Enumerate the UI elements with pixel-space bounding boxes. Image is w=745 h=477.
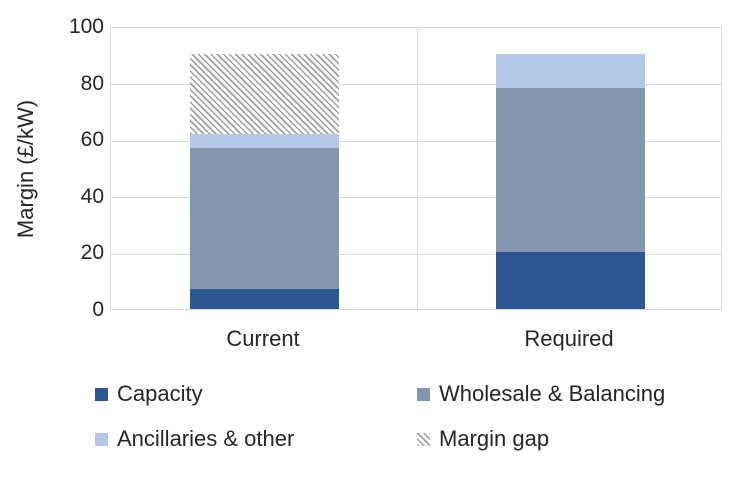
gridline-category-divider <box>416 28 418 309</box>
bar-segment-required-ancillaries-other <box>495 54 645 89</box>
bar-segment-current-ancillaries-other <box>189 133 339 148</box>
legend-item-margin-gap: Margin gap <box>417 426 665 452</box>
y-tick-label-20: 20 <box>80 241 104 265</box>
legend-label-wholesale-balancing: Wholesale & Balancing <box>439 381 666 406</box>
legend-marker-wholesale-balancing-icon <box>417 387 430 401</box>
gridline-y-40 <box>111 197 721 199</box>
bar-segment-required-wholesale-balancing <box>495 88 645 253</box>
legend-item-ancillaries-other: Ancillaries & other <box>95 426 417 452</box>
legend-marker-margin-gap-icon <box>417 432 430 446</box>
bar-required <box>495 54 645 309</box>
legend-label-margin-gap: Margin gap <box>439 426 550 451</box>
y-tick-label-40: 40 <box>80 184 104 208</box>
bar-segment-required-capacity <box>495 252 645 309</box>
y-axis-title: Margin (£/kW) <box>13 99 38 239</box>
legend-marker-capacity-icon <box>95 387 108 401</box>
legend-item-wholesale-balancing: Wholesale & Balancing <box>417 381 665 407</box>
y-tick-label-60: 60 <box>80 128 104 152</box>
plot-area <box>110 27 722 310</box>
legend-item-capacity: Capacity <box>95 381 417 407</box>
x-category-label-required: Required <box>524 326 614 351</box>
bar-current <box>189 54 339 309</box>
legend-marker-ancillaries-other-icon <box>95 432 108 446</box>
x-category-label-current: Current <box>226 326 300 351</box>
legend-label-capacity: Capacity <box>117 381 203 406</box>
y-tick-label-0: 0 <box>92 298 104 321</box>
y-tick-label-80: 80 <box>80 71 104 95</box>
gridline-y-60 <box>111 140 721 142</box>
bar-segment-current-wholesale-balancing <box>189 147 339 290</box>
gridline-y-80 <box>111 84 721 86</box>
legend: Capacity Wholesale & Balancing Ancillaries… <box>95 380 665 453</box>
bar-segment-current-margin-gap <box>189 54 339 134</box>
bar-segment-current-capacity <box>189 289 339 309</box>
gridline-y-20 <box>111 253 721 255</box>
legend-label-ancillaries-other: Ancillaries & other <box>117 426 295 451</box>
y-tick-label-100: 100 <box>68 15 104 38</box>
